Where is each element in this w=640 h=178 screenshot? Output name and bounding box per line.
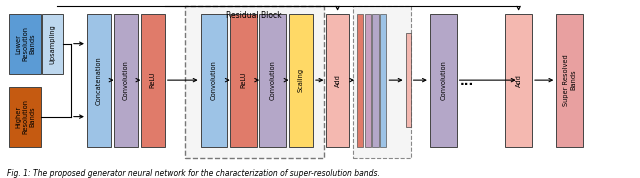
Bar [9,87,41,147]
Bar [556,14,583,147]
Bar [184,6,324,158]
Bar [365,14,371,147]
Bar [406,33,411,127]
Bar [289,14,313,147]
Bar [141,14,165,147]
Text: Residual Block: Residual Block [227,11,282,20]
Bar [326,14,349,147]
Text: ReLU: ReLU [150,72,156,88]
Text: Fig. 1: The proposed generator neural network for the characterization of super-: Fig. 1: The proposed generator neural ne… [7,169,380,178]
Text: Convolution: Convolution [123,60,129,100]
Text: Convolution: Convolution [269,60,276,100]
Text: Convolution: Convolution [440,60,446,100]
Text: ReLU: ReLU [241,72,246,88]
Bar [9,14,41,74]
Bar [353,6,411,158]
Text: Super Resolved
Bands: Super Resolved Bands [563,54,576,106]
Text: Convolution: Convolution [211,60,217,100]
Text: Scaling: Scaling [298,68,304,92]
Text: ...: ... [460,75,474,88]
Bar [430,14,457,147]
Bar [87,14,111,147]
Text: Upsampling: Upsampling [49,24,55,64]
Bar [259,14,286,147]
Bar [505,14,532,147]
Bar [357,14,364,147]
Text: Concatenation: Concatenation [96,56,102,104]
Bar [200,14,227,147]
Text: Lower
Resolution
Bands: Lower Resolution Bands [15,26,35,61]
Bar [230,14,257,147]
Bar [380,14,387,147]
Text: Add: Add [516,74,522,87]
Text: Add: Add [335,74,340,87]
Bar [42,14,63,74]
Text: Higher
Resolution
Bands: Higher Resolution Bands [15,99,35,134]
Bar [372,14,379,147]
Bar [114,14,138,147]
